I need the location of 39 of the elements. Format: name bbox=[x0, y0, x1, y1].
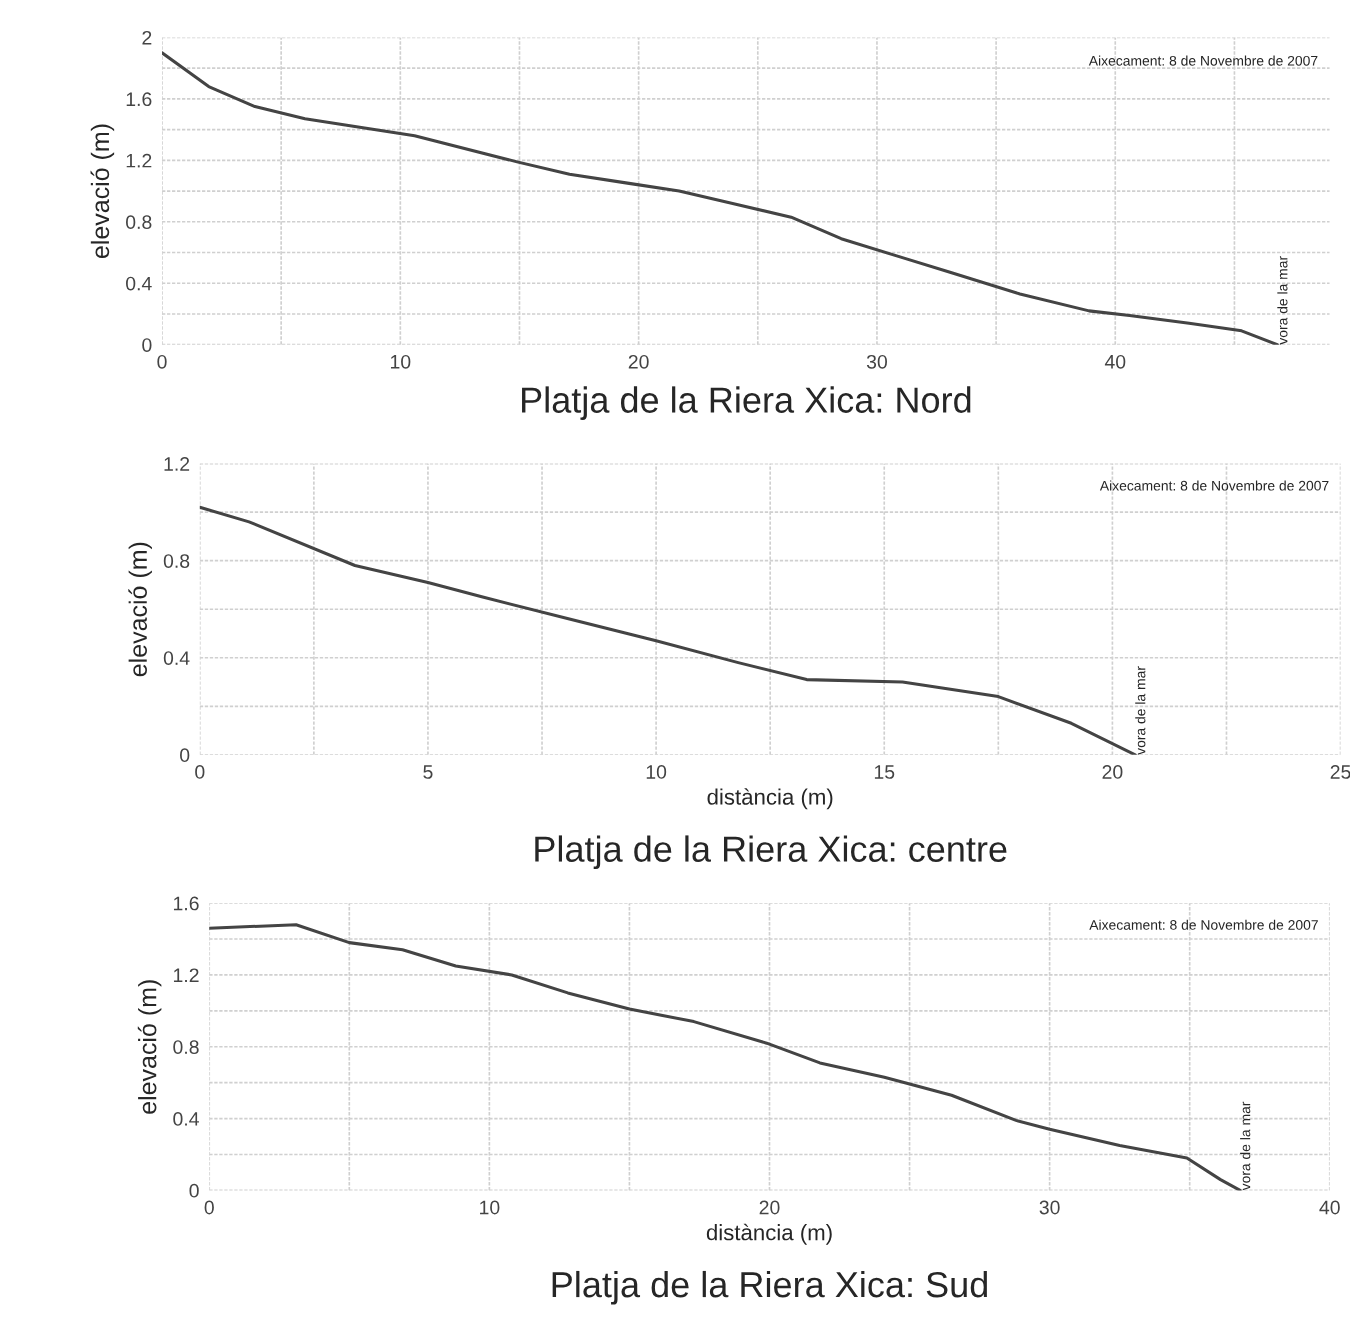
x-tick-label: 30 bbox=[866, 354, 887, 369]
x-tick-label: 10 bbox=[480, 1200, 500, 1215]
y-tick-label: 0 bbox=[180, 748, 190, 763]
y-tick-label: 1.2 bbox=[126, 153, 152, 168]
y-tick-label: 0.4 bbox=[173, 1112, 199, 1126]
y-tick-label: 0 bbox=[142, 338, 152, 352]
y-tick-label: 1.6 bbox=[126, 92, 152, 107]
text: Platja de la Riera Xica: Sud bbox=[552, 1270, 987, 1305]
x-tick-label: 0 bbox=[204, 1200, 214, 1215]
y-axis-title: elevació (m) bbox=[90, 124, 115, 259]
text: Platja de la Riera Xica: Nord bbox=[522, 386, 971, 421]
x-tick-label: 10 bbox=[646, 765, 667, 779]
y-tick-label: 0.4 bbox=[126, 276, 152, 291]
x-axis-title: distància (m) bbox=[707, 788, 833, 810]
y-axis-title: elevació (m) bbox=[128, 542, 152, 677]
y-tick-label: 0 bbox=[189, 1183, 199, 1198]
x-tick-label: 20 bbox=[1102, 765, 1123, 779]
x-tick-label: 5 bbox=[423, 765, 433, 779]
line-series bbox=[162, 51, 1279, 345]
y-tick-label: 0.8 bbox=[126, 215, 152, 230]
x-axis-title: distància (m) bbox=[706, 1223, 832, 1245]
text: Platja de la Riera Xica: centre bbox=[535, 835, 1007, 870]
y-tick-label: 0.8 bbox=[173, 1040, 199, 1054]
x-tick-label: 40 bbox=[1319, 1200, 1340, 1215]
y-tick-label: 0.8 bbox=[163, 554, 190, 568]
y-tick-label: 1.6 bbox=[173, 896, 199, 911]
x-tick-label: 25 bbox=[1330, 765, 1350, 779]
x-tick-label: 30 bbox=[1039, 1200, 1060, 1215]
line-series bbox=[199, 505, 1137, 755]
x-tick-label: 15 bbox=[874, 765, 895, 779]
y-tick-label: 0.4 bbox=[163, 651, 190, 665]
x-tick-label: 10 bbox=[390, 354, 411, 369]
x-tick-label: 20 bbox=[759, 1200, 780, 1215]
x-tick-label: 40 bbox=[1104, 354, 1126, 369]
x-tick-label: 20 bbox=[628, 354, 649, 369]
y-tick-label: 2 bbox=[142, 30, 152, 45]
y-tick-label: 1.2 bbox=[164, 457, 190, 471]
y-tick-label: 1.2 bbox=[173, 968, 199, 982]
y-axis-title: elevació (m) bbox=[137, 980, 162, 1114]
